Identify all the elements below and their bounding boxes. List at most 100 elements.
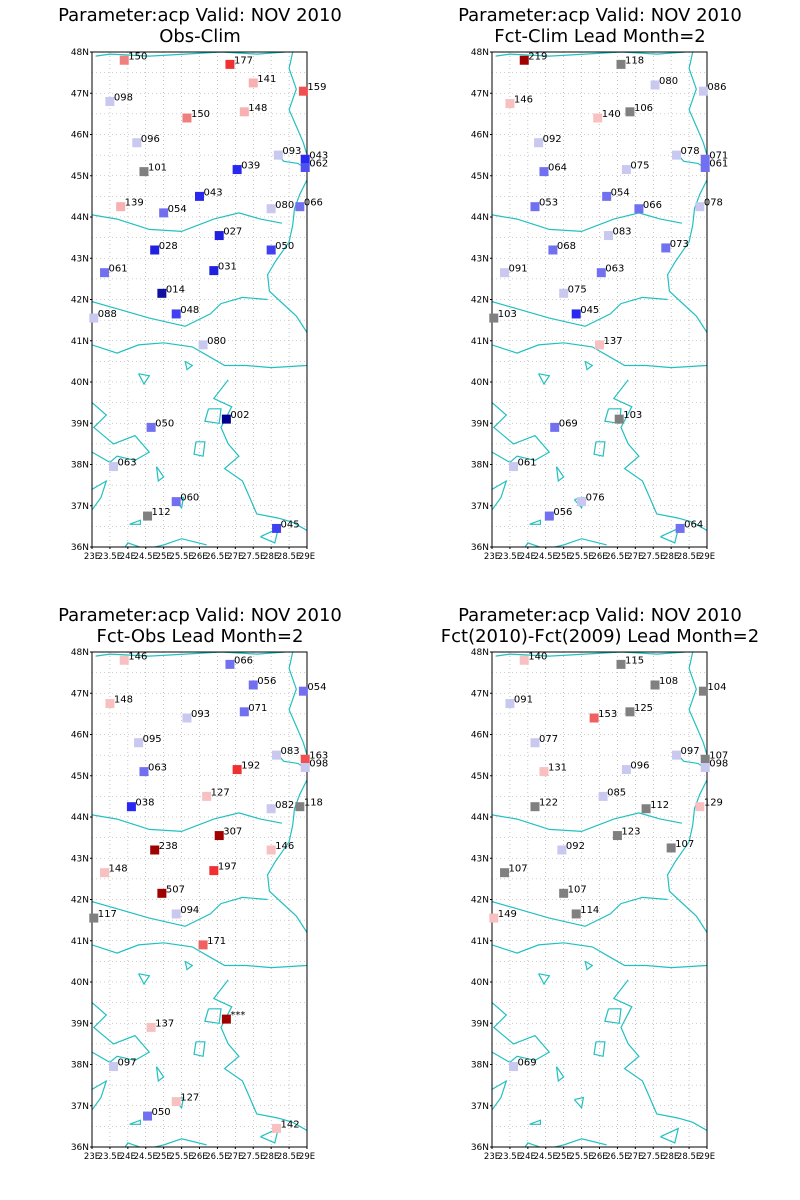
gridlines (491, 51, 708, 548)
coastline (660, 527, 680, 544)
station-value-label: 127 (180, 1093, 199, 1104)
coastline (495, 652, 686, 657)
station-value-label: 028 (159, 241, 178, 252)
station-marker (571, 309, 581, 319)
lat-tick-label: 36N (71, 543, 89, 553)
lon-tick-label: 23.5E (498, 1152, 522, 1162)
station-marker (621, 165, 631, 175)
station-value-label: 078 (681, 146, 700, 157)
coastline (492, 896, 668, 927)
coastline (129, 519, 141, 525)
station-value-label: 219 (528, 51, 547, 62)
station-marker (295, 802, 305, 812)
station-value-label: 043 (204, 187, 223, 198)
panel-title-line2: Fct(2010)-Fct(2009) Lead Month=2 (441, 626, 759, 647)
coastline (688, 52, 707, 156)
station-value-label: 054 (611, 187, 630, 198)
station-marker (159, 208, 169, 218)
station-marker (171, 497, 181, 507)
station-value-label: 115 (625, 655, 644, 666)
station-marker (489, 313, 499, 323)
station-value-label: 054 (307, 682, 326, 693)
lon-tick-label: 27E (227, 552, 243, 562)
station-value-label: 140 (528, 651, 547, 662)
coastline (95, 652, 286, 657)
lon-tick-label: 29E (299, 1152, 315, 1162)
station-value-label: 077 (539, 734, 558, 745)
station-value-label: 092 (566, 841, 585, 852)
lat-axis: 36N 37N 38N 39N 40N 41N 42N 43N 44N 45N 46N 47N 48N (471, 48, 492, 553)
lat-tick-label: 48N (71, 648, 89, 658)
station-value-label: 082 (275, 800, 294, 811)
coastline (660, 1127, 680, 1144)
lat-tick-label: 46N (71, 731, 89, 741)
station-marker (119, 655, 129, 665)
station-value-label: 069 (559, 418, 578, 429)
coastline (604, 1008, 622, 1024)
station-marker (550, 422, 560, 432)
station-value-label: 061 (109, 264, 128, 275)
station-marker (225, 59, 235, 69)
station-value-label: 098 (309, 759, 328, 770)
coastline (529, 519, 541, 525)
panel-fct-obs: Parameter:acp Valid: NOV 2010 Fct-Obs Le… (58, 605, 342, 1162)
station-value-label: 307 (223, 827, 242, 838)
lat-tick-label: 41N (471, 937, 489, 947)
panel-fct-diff-years: Parameter:acp Valid: NOV 2010 Fct(2010)-… (441, 605, 759, 1162)
station-value-label: 063 (148, 763, 167, 774)
lon-tick-label: 24E (520, 1152, 536, 1162)
lat-tick-label: 40N (71, 978, 89, 988)
station-marker (105, 97, 115, 106)
station-value-label: 107 (568, 884, 587, 895)
coastline (492, 479, 508, 511)
lat-tick-label: 44N (471, 213, 489, 223)
station-marker (695, 202, 705, 212)
station-value-label: 148 (114, 695, 133, 706)
lat-tick-label: 39N (471, 1019, 489, 1029)
station-marker (621, 765, 631, 775)
lon-tick-label: 27.5E (641, 1152, 665, 1162)
lon-tick-label: 24E (120, 1152, 136, 1162)
station-marker (625, 707, 635, 717)
station-marker (571, 909, 581, 919)
station-value-label: 153 (598, 709, 617, 720)
lon-tick-label: 28E (263, 552, 279, 562)
station-value-label: 114 (580, 905, 599, 916)
station-value-label: 075 (568, 284, 587, 295)
station-marker (225, 659, 235, 669)
lat-tick-label: 41N (71, 337, 89, 347)
station-value-label: 048 (180, 305, 199, 316)
station-value-label: 085 (607, 787, 626, 798)
lat-tick-label: 36N (471, 543, 489, 553)
station-value-label: 078 (704, 198, 723, 209)
station-marker (593, 113, 603, 123)
lon-tick-label: 28E (263, 1152, 279, 1162)
station-marker (171, 1097, 181, 1107)
station-value-label: 045 (281, 519, 300, 530)
station-marker (157, 888, 167, 898)
station-marker (698, 86, 708, 96)
lon-axis: 23E23.5E24E24.5E25E25.5E26E26.5E27E27.5E… (484, 547, 715, 562)
station-value-label: 118 (625, 55, 644, 66)
station-marker (221, 1014, 231, 1024)
lat-tick-label: 37N (471, 502, 489, 512)
coastline (492, 942, 707, 969)
gridlines (491, 651, 708, 1148)
station-marker (300, 763, 310, 772)
coastline (492, 212, 683, 233)
lon-tick-label: 24.5E (534, 552, 558, 562)
lat-tick-label: 38N (71, 1061, 89, 1071)
station-marker (195, 191, 204, 201)
station-value-label: 066 (643, 200, 662, 211)
coastline (492, 1002, 551, 1064)
lat-tick-label: 42N (471, 896, 489, 906)
lat-tick-label: 37N (71, 502, 89, 512)
lon-tick-label: 29E (699, 1152, 715, 1162)
station-marker (577, 497, 587, 507)
panel-title-line2: Obs-Clim (159, 26, 241, 47)
station-marker (519, 655, 529, 665)
lon-tick-label: 25.5E (569, 1152, 593, 1162)
lon-tick-label: 24.5E (134, 552, 158, 562)
station-value-label: 080 (659, 76, 678, 87)
